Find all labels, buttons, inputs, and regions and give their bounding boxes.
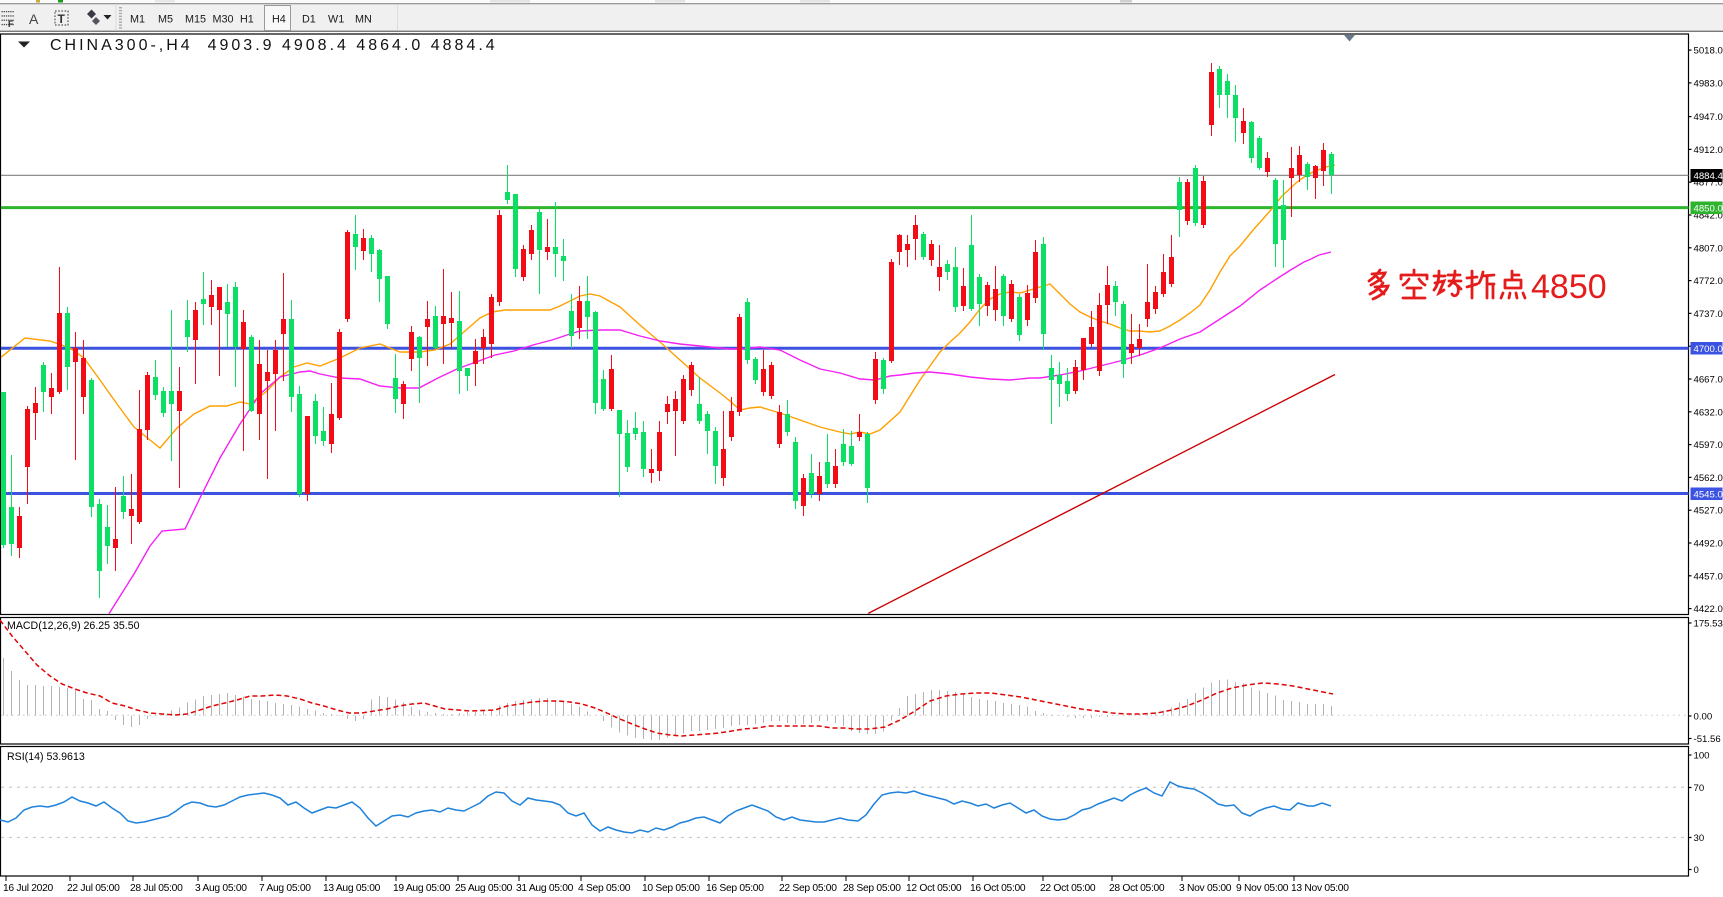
svg-text:16 Sep 05:00: 16 Sep 05:00 xyxy=(706,883,764,894)
svg-text:M15: M15 xyxy=(185,14,206,26)
svg-text:4422.0: 4422.0 xyxy=(1694,604,1723,615)
svg-text:3 Aug 05:00: 3 Aug 05:00 xyxy=(195,883,247,894)
svg-text:19 Aug 05:00: 19 Aug 05:00 xyxy=(393,883,451,894)
svg-text:4457.0: 4457.0 xyxy=(1694,571,1723,582)
svg-text:70: 70 xyxy=(1694,783,1705,794)
svg-text:M1: M1 xyxy=(130,14,145,26)
svg-text:175.53: 175.53 xyxy=(1694,619,1723,630)
svg-text:4877.0: 4877.0 xyxy=(1694,178,1723,189)
svg-text:4772.0: 4772.0 xyxy=(1694,276,1723,287)
svg-text:4597.0: 4597.0 xyxy=(1694,440,1723,451)
svg-text:31 Aug 05:00: 31 Aug 05:00 xyxy=(516,883,574,894)
svg-text:5018.0: 5018.0 xyxy=(1694,46,1723,57)
svg-text:0: 0 xyxy=(1694,865,1699,876)
svg-text:9 Nov 05:00: 9 Nov 05:00 xyxy=(1236,883,1289,894)
svg-text:4807.0: 4807.0 xyxy=(1694,243,1723,254)
svg-text:MACD(12,26,9) 26.25 35.50: MACD(12,26,9) 26.25 35.50 xyxy=(7,620,140,632)
svg-text:4737.0: 4737.0 xyxy=(1694,309,1723,320)
svg-text:0.00: 0.00 xyxy=(1694,712,1713,723)
svg-text:12 Oct 05:00: 12 Oct 05:00 xyxy=(906,883,962,894)
svg-text:4983.0: 4983.0 xyxy=(1694,78,1723,89)
svg-text:4700.0: 4700.0 xyxy=(1694,344,1723,355)
svg-text:H1: H1 xyxy=(240,14,254,26)
svg-text:4850: 4850 xyxy=(1531,268,1607,306)
svg-text:3 Nov 05:00: 3 Nov 05:00 xyxy=(1179,883,1232,894)
svg-text:A: A xyxy=(29,11,39,27)
svg-text:4492.0: 4492.0 xyxy=(1694,539,1723,550)
svg-text:4 Sep 05:00: 4 Sep 05:00 xyxy=(578,883,631,894)
svg-text:-51.56: -51.56 xyxy=(1694,734,1721,745)
svg-text:W1: W1 xyxy=(328,14,344,26)
svg-text:H4: H4 xyxy=(272,14,286,26)
svg-text:4912.0: 4912.0 xyxy=(1694,145,1723,156)
svg-text:22 Jul 05:00: 22 Jul 05:00 xyxy=(67,883,120,894)
svg-text:4562.0: 4562.0 xyxy=(1694,473,1723,484)
svg-text:4850.0: 4850.0 xyxy=(1694,204,1723,215)
svg-text:4947.0: 4947.0 xyxy=(1694,112,1723,123)
svg-text:28 Oct 05:00: 28 Oct 05:00 xyxy=(1109,883,1165,894)
svg-text:13 Nov 05:00: 13 Nov 05:00 xyxy=(1291,883,1349,894)
svg-text:30: 30 xyxy=(1694,833,1705,844)
svg-text:16 Oct 05:00: 16 Oct 05:00 xyxy=(970,883,1026,894)
svg-text:D1: D1 xyxy=(302,14,316,26)
svg-text:RSI(14) 53.9613: RSI(14) 53.9613 xyxy=(7,751,85,763)
svg-text:13 Aug 05:00: 13 Aug 05:00 xyxy=(323,883,381,894)
svg-text:4884.4: 4884.4 xyxy=(1694,171,1723,182)
svg-text:28 Jul 05:00: 28 Jul 05:00 xyxy=(130,883,183,894)
svg-text:7 Aug 05:00: 7 Aug 05:00 xyxy=(259,883,311,894)
svg-text:4632.0: 4632.0 xyxy=(1694,407,1723,418)
svg-text:4527.0: 4527.0 xyxy=(1694,506,1723,517)
svg-text:CHINA300-,H4 4903.9 4908.4 48: CHINA300-,H4 4903.9 4908.4 4864.0 4884.4 xyxy=(50,37,498,54)
svg-text:100: 100 xyxy=(1694,751,1710,762)
svg-text:16 Jul 2020: 16 Jul 2020 xyxy=(3,883,54,894)
svg-text:4545.0: 4545.0 xyxy=(1694,490,1723,501)
svg-text:25 Aug 05:00: 25 Aug 05:00 xyxy=(455,883,513,894)
svg-text:MN: MN xyxy=(355,14,372,26)
svg-text:22 Sep 05:00: 22 Sep 05:00 xyxy=(779,883,837,894)
svg-text:4667.0: 4667.0 xyxy=(1694,375,1723,386)
svg-text:10 Sep 05:00: 10 Sep 05:00 xyxy=(642,883,700,894)
svg-text:4842.0: 4842.0 xyxy=(1694,211,1723,222)
svg-text:F: F xyxy=(8,19,14,29)
svg-text:M5: M5 xyxy=(158,14,173,26)
svg-text:M30: M30 xyxy=(213,14,234,26)
svg-text:T: T xyxy=(58,12,66,26)
svg-text:28 Sep 05:00: 28 Sep 05:00 xyxy=(843,883,901,894)
svg-text:22 Oct 05:00: 22 Oct 05:00 xyxy=(1040,883,1096,894)
